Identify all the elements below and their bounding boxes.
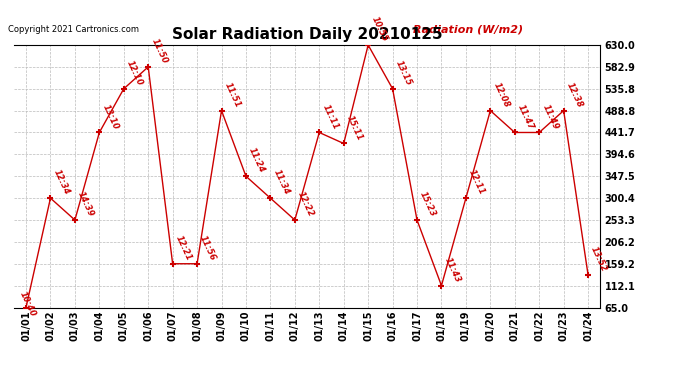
Text: 11:47: 11:47 — [516, 103, 535, 131]
Text: 11:11: 11:11 — [320, 103, 340, 131]
Text: 15:11: 15:11 — [345, 114, 364, 142]
Text: Copyright 2021 Cartronics.com: Copyright 2021 Cartronics.com — [8, 26, 139, 34]
Text: 12:08: 12:08 — [491, 81, 511, 109]
Text: 11:34: 11:34 — [272, 168, 291, 196]
Text: 13:10: 13:10 — [101, 103, 120, 131]
Text: 12:38: 12:38 — [565, 81, 584, 109]
Text: 13:52: 13:52 — [589, 245, 609, 273]
Text: 11:51: 11:51 — [223, 81, 242, 109]
Text: Radiation (W/m2): Radiation (W/m2) — [413, 24, 523, 34]
Text: 15:23: 15:23 — [418, 190, 437, 218]
Text: 13:15: 13:15 — [394, 59, 413, 87]
Text: 12:11: 12:11 — [467, 168, 486, 196]
Title: Solar Radiation Daily 20210125: Solar Radiation Daily 20210125 — [172, 27, 442, 42]
Text: 11:56: 11:56 — [198, 234, 218, 262]
Text: 11:50: 11:50 — [150, 37, 169, 65]
Text: 12:21: 12:21 — [174, 234, 193, 262]
Text: 11:43: 11:43 — [443, 256, 462, 284]
Text: 14:39: 14:39 — [76, 190, 96, 218]
Text: 11:24: 11:24 — [247, 146, 267, 174]
Text: 12:22: 12:22 — [296, 190, 315, 218]
Text: 10:40: 10:40 — [17, 290, 37, 318]
Text: 12:10: 12:10 — [125, 59, 144, 87]
Text: 10:55: 10:55 — [369, 15, 389, 43]
Text: 11:49: 11:49 — [540, 103, 560, 131]
Text: 12:34: 12:34 — [52, 168, 71, 196]
